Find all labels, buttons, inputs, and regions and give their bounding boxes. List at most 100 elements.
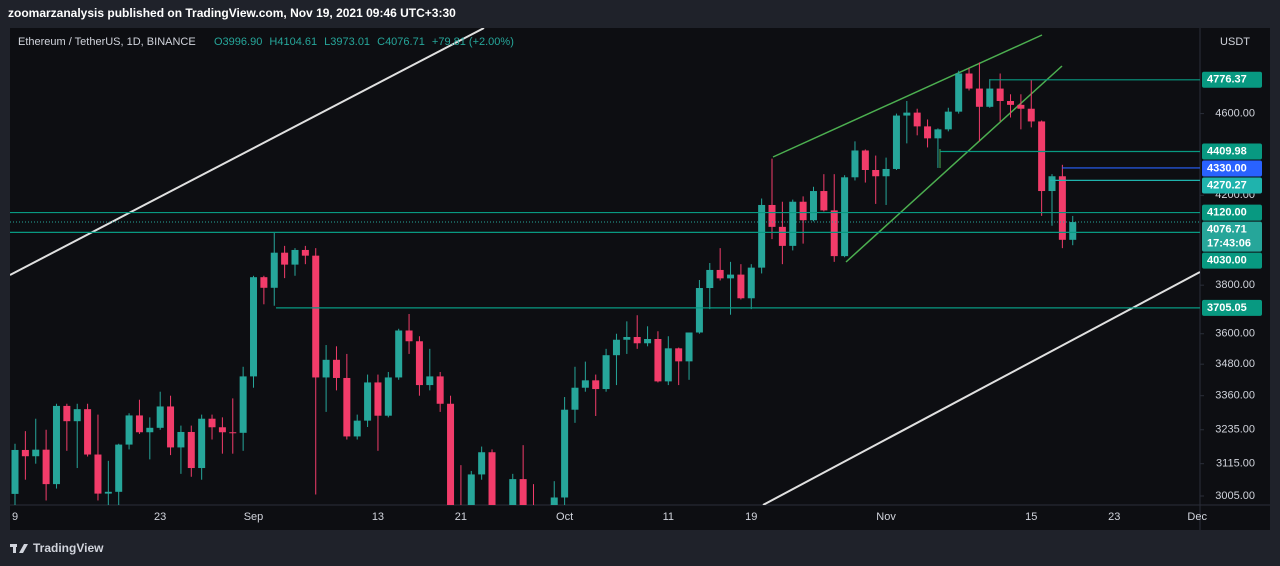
price-label: 4409.98: [1207, 145, 1247, 157]
candle-body: [488, 452, 496, 505]
candle-body: [882, 168, 890, 177]
candle-body: [260, 277, 268, 288]
candle-body: [384, 377, 392, 416]
y-tick-label: 3005.00: [1215, 490, 1255, 502]
x-tick-label: 21: [455, 511, 467, 523]
candle-body: [301, 249, 309, 256]
candle-body: [1038, 121, 1046, 192]
price-label: 4076.71: [1207, 223, 1247, 235]
price-label-box: [1202, 71, 1262, 88]
candle-body: [789, 201, 797, 246]
legend-change: +79.81 (+2.00%): [432, 36, 514, 48]
candle-body: [623, 336, 631, 340]
candle-body: [343, 377, 351, 437]
legend-low: L3973.01: [324, 36, 370, 48]
candle-body: [364, 382, 372, 421]
y-tick-label: 4600.00: [1215, 108, 1255, 120]
candle-body: [861, 150, 869, 170]
candle-body: [187, 431, 195, 469]
candle-body: [1007, 100, 1015, 105]
candle-body: [841, 177, 849, 257]
price-label: 4270.27: [1207, 179, 1247, 191]
candle-body: [146, 427, 154, 433]
y-tick-label: 3600.00: [1215, 328, 1255, 340]
candle-body: [84, 409, 92, 455]
candle-body: [820, 191, 828, 211]
candle-body: [965, 73, 973, 89]
candle-body: [291, 249, 299, 265]
candle-body: [94, 454, 102, 494]
candle-body: [332, 359, 340, 378]
legend-close: C4076.71: [377, 36, 425, 48]
x-tick-label: Oct: [556, 511, 573, 523]
candle-body: [644, 338, 652, 344]
candle-body: [778, 226, 786, 246]
candle-body: [312, 255, 320, 378]
x-tick-label: Nov: [876, 511, 896, 523]
x-tick-label: Dec: [1187, 511, 1207, 523]
x-tick-label: Sep: [244, 511, 264, 523]
price-label-box: [1202, 221, 1262, 252]
candle-body: [218, 427, 226, 433]
price-label: 4120.00: [1207, 206, 1247, 218]
candle-body: [167, 406, 175, 448]
brand: TradingView: [33, 541, 104, 555]
x-tick-label: 15: [1025, 511, 1037, 523]
candle-body: [198, 418, 206, 469]
candle-body: [924, 126, 932, 139]
candle-body: [239, 376, 247, 433]
x-tick-label: 11: [663, 511, 674, 523]
candle-body: [727, 274, 735, 279]
candle-body: [478, 452, 486, 475]
candle-body: [177, 431, 185, 448]
candle-body: [415, 341, 423, 386]
candle-body: [758, 204, 766, 268]
candle-body: [550, 497, 558, 505]
candle-body: [42, 449, 50, 485]
price-label: 17:43:06: [1207, 237, 1251, 249]
y-tick-label: 3480.00: [1215, 358, 1255, 370]
candle-body: [135, 415, 143, 433]
candle-body: [955, 73, 963, 112]
x-tick-label: 19: [745, 511, 757, 523]
candle-body: [52, 405, 60, 485]
candle-body: [229, 432, 237, 434]
legend-high: H4104.61: [269, 36, 317, 48]
trend-line: [762, 271, 1200, 505]
x-tick-label: 23: [1108, 511, 1120, 523]
candle-body: [944, 111, 952, 130]
candle-body: [1027, 108, 1035, 122]
candle-body: [695, 288, 703, 333]
candles: [11, 62, 1077, 505]
candle-body: [519, 479, 527, 505]
chart-pane: [10, 28, 1270, 530]
candle-body: [654, 338, 662, 382]
x-tick-label: 9: [12, 511, 18, 523]
price-label-box: [1202, 143, 1262, 160]
candle-body: [21, 449, 29, 457]
wedge-line: [772, 34, 1043, 158]
candle-body: [1017, 104, 1025, 109]
candle-body: [602, 355, 610, 390]
candle-body: [1058, 176, 1066, 240]
logo-mark: [19, 544, 28, 553]
candle-body: [395, 330, 403, 378]
candle-body: [706, 269, 714, 289]
currency: USDT: [1220, 36, 1250, 48]
candle-body: [996, 88, 1004, 101]
candle-body: [975, 88, 983, 107]
candle-body: [63, 405, 71, 422]
candle-body: [115, 444, 123, 492]
wedge-line: [845, 65, 1063, 263]
candle-body: [125, 415, 133, 445]
y-tick-label: 3235.00: [1215, 424, 1255, 436]
logo: [10, 544, 28, 553]
candle-body: [561, 409, 569, 498]
ohlc-legend: O3996.90 H4104.61 L3973.01 C4076.71 +79.…: [214, 36, 514, 48]
candle-body: [892, 115, 900, 169]
candle-body: [426, 376, 434, 386]
x-tick-label: 23: [154, 511, 166, 523]
candle-body: [612, 339, 620, 356]
